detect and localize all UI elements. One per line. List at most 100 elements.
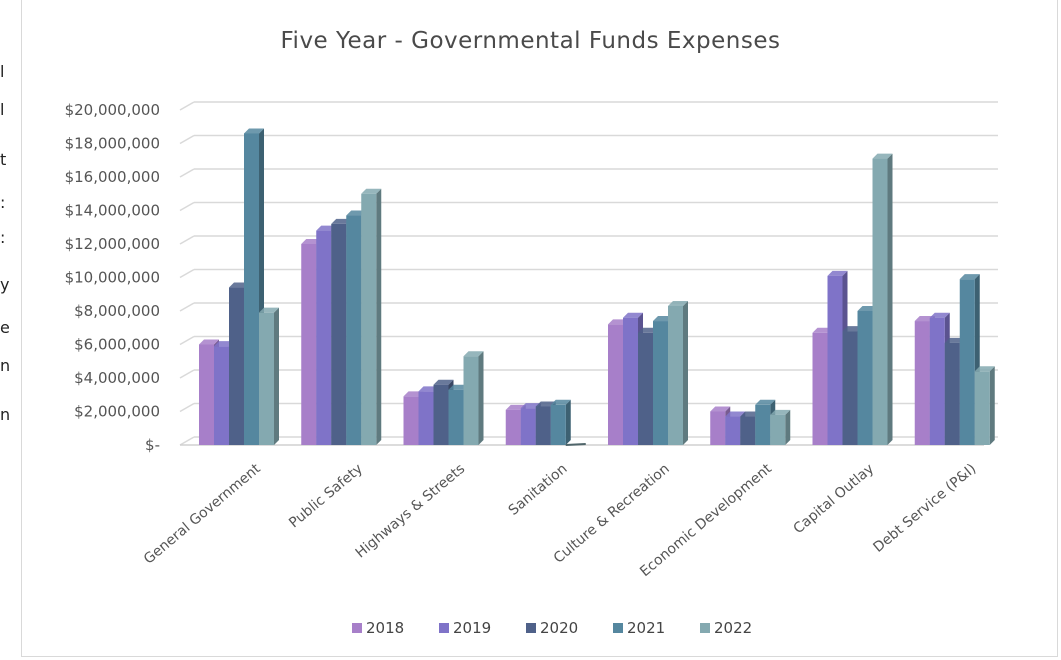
- left-edge-glyph: :: [0, 193, 6, 212]
- gridline-depth: [179, 168, 195, 178]
- legend-item: 2020: [526, 619, 578, 637]
- bar-front: [448, 389, 464, 445]
- bar-front: [929, 317, 945, 445]
- left-edge-glyph: l: [0, 100, 5, 119]
- bar-top: [623, 312, 643, 318]
- bar-side: [478, 351, 484, 445]
- bar-front: [403, 396, 419, 445]
- y-tick-label: $2,000,000: [74, 403, 160, 421]
- bar-zero: [565, 443, 586, 446]
- bar-front: [316, 230, 332, 445]
- bar-front: [710, 411, 726, 445]
- bar-top: [463, 351, 484, 357]
- bar-front: [331, 223, 347, 445]
- bar-front: [535, 406, 551, 445]
- bar-front: [214, 346, 229, 445]
- gridline-depth: [179, 101, 195, 111]
- bar: [259, 307, 279, 445]
- bar-front: [842, 331, 858, 445]
- legend-item: 2021: [613, 619, 665, 637]
- bar-front: [770, 414, 786, 445]
- bar-front: [623, 317, 638, 445]
- y-tick-label: $18,000,000: [65, 135, 160, 153]
- x-category-label: Capital Outlay: [791, 461, 878, 537]
- left-edge-glyph: n: [0, 356, 11, 375]
- gridline-depth: [179, 402, 195, 413]
- gridline-depth: [179, 201, 195, 212]
- bar-front: [914, 321, 930, 445]
- x-category-label: General Government: [141, 460, 264, 567]
- bar-front: [259, 312, 274, 445]
- bar-top: [259, 307, 279, 313]
- bar-top: [668, 300, 688, 306]
- left-edge-glyph: :: [0, 228, 6, 247]
- y-axis-tick-labels: $- $2,000,000 $4,000,000 $6,000,000 $8,000,0…: [65, 101, 160, 454]
- bar: [974, 366, 995, 445]
- y-tick-label: $16,000,000: [65, 168, 160, 186]
- bar: [872, 153, 893, 445]
- bar-top: [199, 339, 219, 345]
- bar-front: [974, 371, 990, 445]
- bar-front: [959, 279, 975, 445]
- bar-top: [770, 409, 791, 415]
- gridline-depth: [179, 302, 195, 312]
- bar-front: [638, 332, 653, 445]
- bar-front: [827, 275, 843, 445]
- legend-swatch: [613, 623, 623, 633]
- gridline-depth: [179, 235, 195, 245]
- bar-front: [755, 404, 771, 445]
- bar-front: [229, 287, 244, 445]
- bar-front: [550, 404, 566, 445]
- bar-top: [929, 312, 950, 318]
- x-axis-category-labels: General Government Public SafetyHighways …: [141, 460, 980, 580]
- bar-top: [550, 399, 571, 405]
- left-edge-glyph: n: [0, 405, 11, 424]
- gridline-depth: [179, 134, 195, 145]
- gridline-depth: [179, 268, 195, 279]
- legend-swatch: [439, 623, 449, 633]
- bar-front: [944, 342, 960, 445]
- bar-side: [565, 399, 571, 445]
- bar: [550, 399, 571, 445]
- legend-swatch: [526, 623, 536, 633]
- x-category-label: Public Safety: [286, 461, 366, 532]
- bar: [770, 409, 791, 445]
- bar-top: [959, 274, 980, 280]
- bar-front: [653, 321, 668, 445]
- bar: [361, 188, 382, 445]
- bar-top: [872, 153, 893, 159]
- bar: [463, 351, 484, 445]
- bar-front: [608, 324, 623, 445]
- bar-front: [199, 344, 214, 445]
- bar-front: [520, 408, 536, 445]
- y-tick-label: $4,000,000: [74, 369, 160, 387]
- legend-item: 2018: [352, 619, 404, 637]
- bar-top: [361, 188, 382, 194]
- bar: [565, 443, 586, 446]
- chart-title: Five Year - Governmental Funds Expenses: [280, 28, 781, 54]
- bar-side: [274, 307, 279, 445]
- bar-top: [725, 411, 746, 417]
- bar-side: [887, 153, 893, 445]
- x-category-label: Culture & Recreation: [551, 461, 673, 567]
- y-tick-label: $14,000,000: [65, 202, 160, 220]
- bar-front: [433, 384, 449, 445]
- bar-top: [433, 379, 454, 385]
- left-edge-glyph: e: [0, 318, 10, 337]
- legend-label: 2021: [627, 619, 665, 637]
- bar-top: [244, 128, 264, 134]
- legend-label: 2022: [714, 619, 752, 637]
- bar-front: [418, 391, 434, 445]
- y-tick-label: $-: [145, 436, 160, 454]
- bar-front: [812, 332, 828, 445]
- bar-front: [301, 244, 317, 445]
- y-tick-label: $10,000,000: [65, 269, 160, 287]
- bar-top: [827, 270, 848, 276]
- bar-side: [376, 188, 382, 445]
- bar-front: [872, 158, 888, 445]
- bar-front: [740, 416, 756, 445]
- bar-side: [683, 300, 688, 445]
- gridline-depth: [179, 436, 195, 446]
- bar-side: [785, 409, 791, 445]
